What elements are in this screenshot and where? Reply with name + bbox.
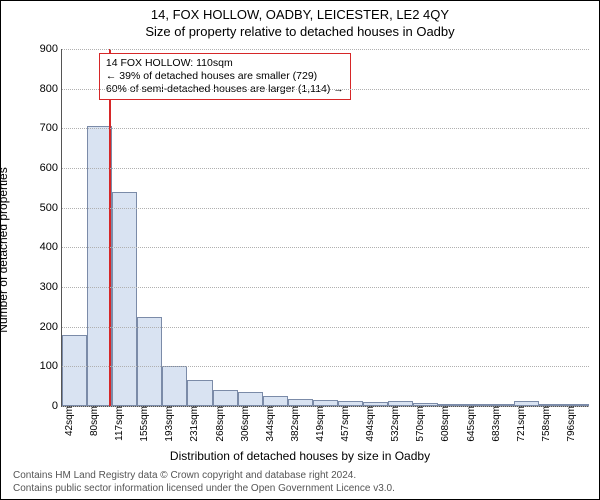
annotation-box: 14 FOX HOLLOW: 110sqm ← 39% of detached …	[99, 53, 351, 100]
footer-block: Contains HM Land Registry data © Crown c…	[13, 470, 395, 495]
annotation-line1: 14 FOX HOLLOW: 110sqm	[106, 57, 344, 70]
x-tick-label: 306sqm	[236, 406, 251, 442]
gridline	[62, 287, 589, 288]
gridline	[62, 168, 589, 169]
gridline	[62, 89, 589, 90]
marker-line	[109, 49, 111, 406]
x-tick-label: 570sqm	[411, 406, 426, 442]
x-tick-label: 231sqm	[185, 406, 200, 442]
x-tick-label: 494sqm	[361, 406, 376, 442]
x-tick-label: 193sqm	[160, 406, 175, 442]
chart-container: 14, FOX HOLLOW, OADBY, LEICESTER, LE2 4Q…	[0, 0, 600, 500]
histogram-bar	[213, 390, 238, 406]
gridline	[62, 208, 589, 209]
plot-area: 14 FOX HOLLOW: 110sqm ← 39% of detached …	[61, 49, 589, 407]
y-tick-label: 400	[40, 241, 62, 253]
x-tick-label: 721sqm	[512, 406, 527, 442]
title-line1: 14, FOX HOLLOW, OADBY, LEICESTER, LE2 4Q…	[1, 7, 599, 22]
x-tick-label: 117sqm	[110, 406, 125, 441]
x-axis-label: Distribution of detached houses by size …	[1, 449, 599, 463]
gridline	[62, 128, 589, 129]
x-tick-label: 155sqm	[135, 406, 150, 442]
y-tick-label: 500	[40, 202, 62, 214]
x-tick-label: 382sqm	[286, 406, 301, 442]
y-tick-label: 600	[40, 162, 62, 174]
bars-layer	[62, 49, 589, 406]
x-tick-label: 645sqm	[462, 406, 477, 442]
x-tick-label: 758sqm	[537, 406, 552, 442]
gridline	[62, 247, 589, 248]
histogram-bar	[162, 366, 187, 406]
histogram-bar	[263, 396, 288, 406]
histogram-bar	[288, 399, 313, 406]
x-tick-label: 80sqm	[85, 406, 100, 436]
histogram-bar	[137, 317, 162, 406]
histogram-bar	[187, 380, 212, 406]
x-tick-label: 796sqm	[562, 406, 577, 442]
histogram-bar	[112, 192, 137, 406]
x-tick-label: 683sqm	[487, 406, 502, 442]
x-tick-label: 532sqm	[386, 406, 401, 442]
histogram-bar	[238, 392, 263, 406]
title-line2: Size of property relative to detached ho…	[1, 24, 599, 39]
x-tick-label: 419sqm	[311, 406, 326, 442]
gridline	[62, 49, 589, 50]
y-tick-label: 800	[40, 83, 62, 95]
x-tick-label: 42sqm	[60, 406, 75, 436]
y-axis-label: Number of detached properties	[0, 167, 10, 332]
footer-line2: Contains public sector information licen…	[13, 483, 395, 496]
x-tick-label: 608sqm	[436, 406, 451, 442]
y-tick-label: 300	[40, 281, 62, 293]
gridline	[62, 366, 589, 367]
y-tick-label: 200	[40, 321, 62, 333]
histogram-bar	[62, 335, 87, 406]
x-tick-label: 344sqm	[261, 406, 276, 442]
y-tick-label: 700	[40, 122, 62, 134]
annotation-line2: ← 39% of detached houses are smaller (72…	[106, 70, 344, 83]
y-tick-label: 900	[40, 43, 62, 55]
title-block: 14, FOX HOLLOW, OADBY, LEICESTER, LE2 4Q…	[1, 7, 599, 39]
x-tick-label: 457sqm	[336, 406, 351, 442]
y-tick-label: 100	[40, 360, 62, 372]
gridline	[62, 327, 589, 328]
x-tick-label: 268sqm	[211, 406, 226, 442]
footer-line1: Contains HM Land Registry data © Crown c…	[13, 470, 395, 483]
